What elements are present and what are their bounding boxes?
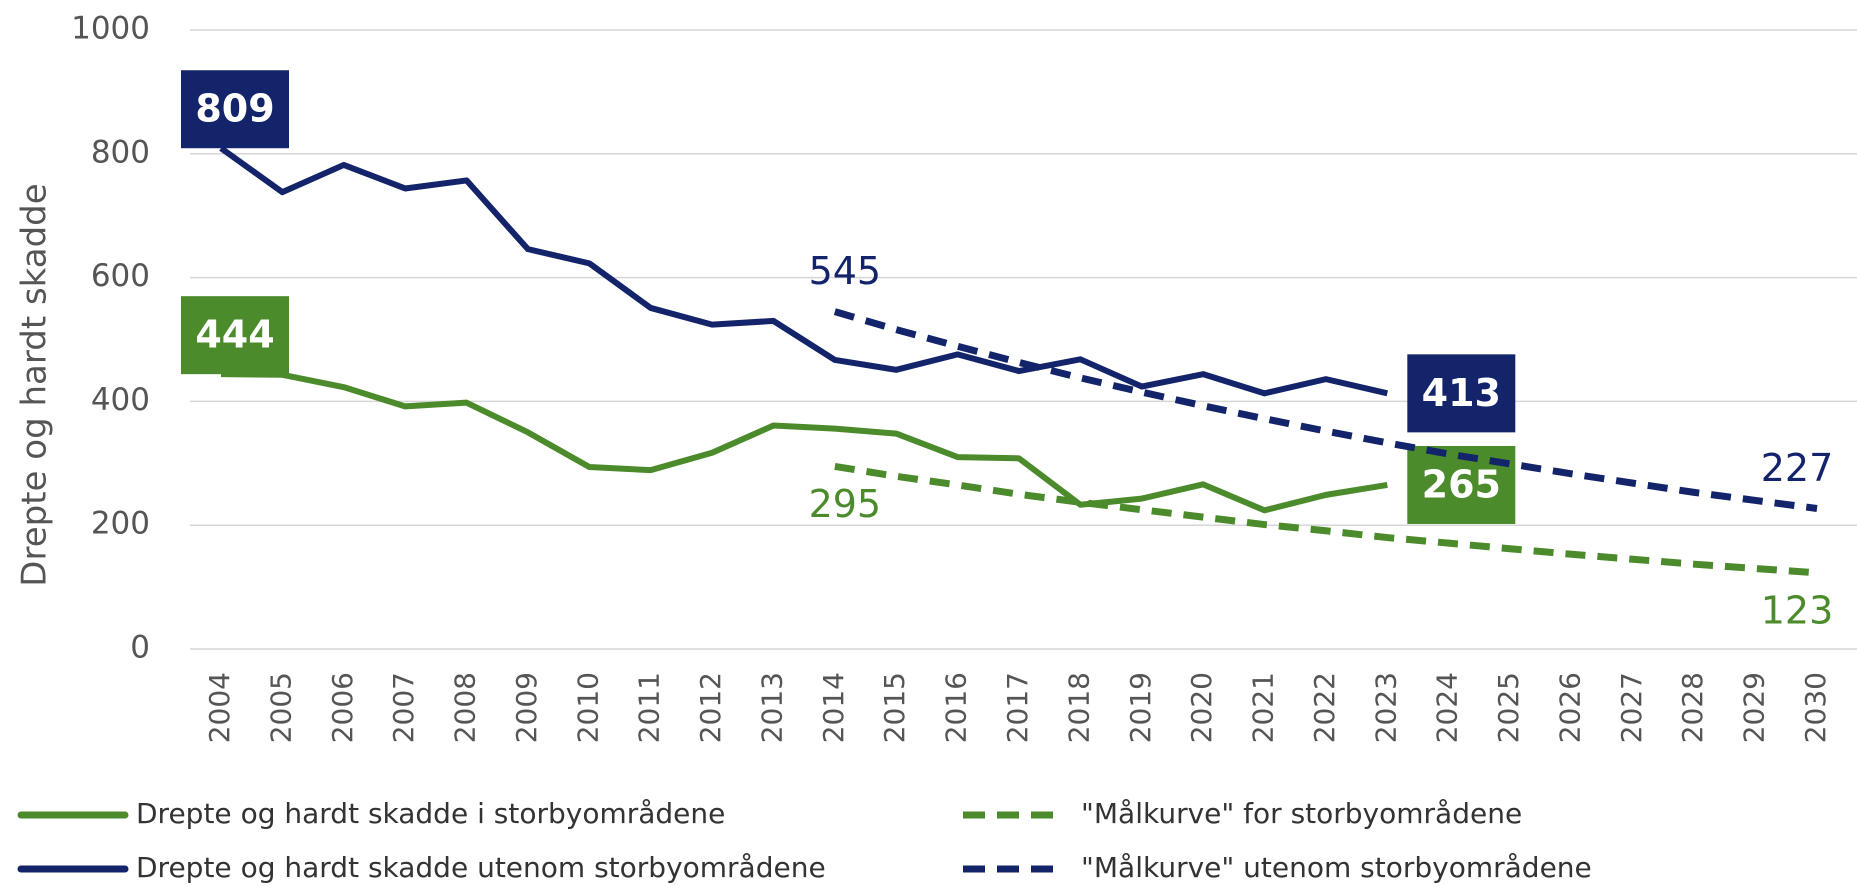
value-label-box — [1407, 354, 1516, 433]
x-tick-label: 2017 — [1001, 672, 1034, 743]
value-label: 265 — [1422, 462, 1501, 506]
x-tick-label: 2008 — [449, 672, 482, 743]
value-label-box — [181, 70, 289, 149]
x-tick-label: 2014 — [817, 672, 850, 743]
x-tick-label: 2018 — [1062, 672, 1095, 743]
x-tick-label: 2026 — [1553, 672, 1586, 743]
value-label: 123 — [1761, 588, 1834, 632]
x-tick-label: 2015 — [878, 672, 911, 743]
value-label-box — [181, 296, 289, 375]
x-tick-label: 2021 — [1247, 672, 1280, 743]
x-tick-label: 2024 — [1431, 672, 1464, 743]
x-tick-label: 2030 — [1799, 672, 1832, 743]
x-tick-label: 2025 — [1492, 672, 1525, 743]
y-tick-label: 600 — [91, 258, 150, 294]
x-tick-label: 2020 — [1185, 672, 1218, 743]
data-line — [219, 145, 1388, 397]
value-label: 413 — [1422, 371, 1501, 415]
y-tick-label: 400 — [91, 382, 150, 418]
x-tick-label: 2022 — [1308, 672, 1341, 743]
x-tick-label: 2004 — [203, 672, 236, 743]
x-tick-label: 2009 — [510, 672, 543, 743]
value-label: 295 — [809, 482, 882, 526]
value-label: 227 — [1761, 446, 1834, 490]
legend-label: Drepte og hardt skadde i storbyområdene — [136, 797, 725, 830]
x-tick-label: 2029 — [1738, 672, 1771, 743]
value-label: 444 — [195, 313, 274, 357]
x-tick-label: 2012 — [694, 672, 727, 743]
y-tick-label: 1000 — [71, 11, 150, 47]
x-tick-label: 2016 — [940, 672, 973, 743]
y-tick-label: 800 — [91, 134, 150, 170]
x-tick-label: 2010 — [571, 672, 604, 743]
target-line — [834, 462, 1818, 577]
legend-label: "Målkurve" for storbyområdene — [1081, 797, 1522, 830]
y-tick-label: 0 — [130, 630, 150, 666]
x-tick-label: 2006 — [326, 672, 359, 743]
x-tick-label: 2013 — [755, 672, 788, 743]
legend-label: "Målkurve" utenom storbyområdene — [1081, 851, 1592, 884]
x-tick-label: 2027 — [1615, 672, 1648, 743]
x-tick-label: 2028 — [1676, 672, 1709, 743]
y-axis-label: Drepte og hardt skadde — [15, 183, 55, 586]
y-tick-label: 200 — [91, 506, 150, 542]
data-line — [220, 371, 1388, 514]
x-tick-label: 2023 — [1369, 672, 1402, 743]
legend-label: Drepte og hardt skadde utenom storbyområ… — [136, 851, 826, 884]
x-tick-label: 2019 — [1124, 672, 1157, 743]
x-tick-label: 2007 — [387, 672, 420, 743]
x-tick-label: 2011 — [633, 672, 666, 743]
value-label: 809 — [195, 87, 274, 131]
target-line — [833, 308, 1818, 512]
value-label: 545 — [809, 249, 882, 293]
x-tick-label: 2005 — [264, 672, 297, 743]
